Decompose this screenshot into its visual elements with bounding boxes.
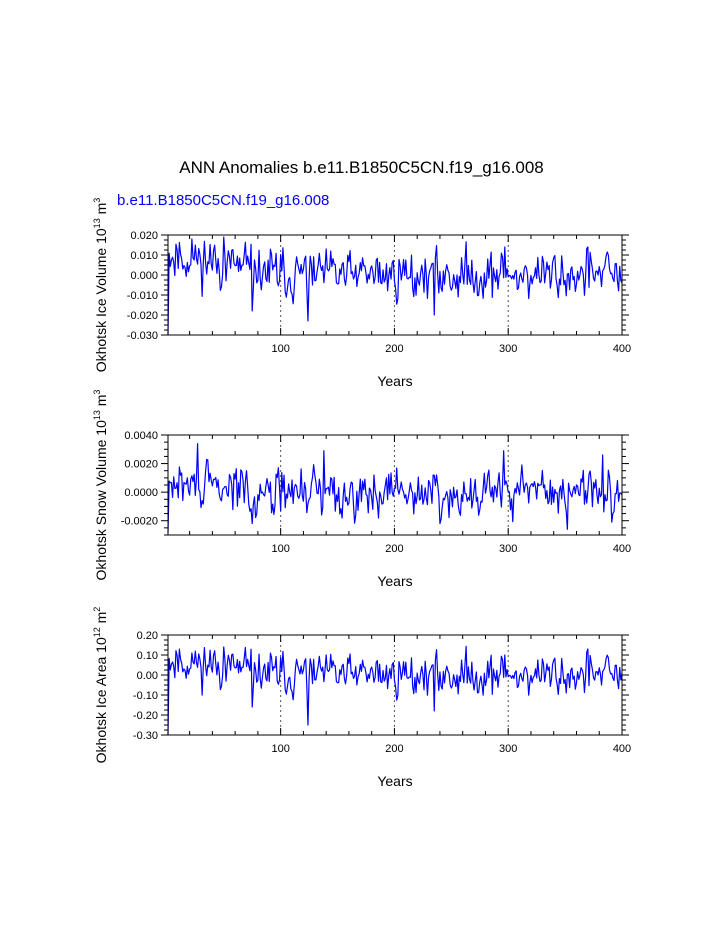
y-tick-label: 0.0040 [124, 430, 158, 442]
y-tick-label: 0.00 [137, 670, 158, 682]
x-tick-label: 300 [499, 743, 517, 755]
y-axis-title: Okhotsk Snow Volume 1013 m3 [92, 390, 109, 581]
y-axis-title-superscript: 3 [92, 198, 102, 203]
y-axis-title: Okhotsk Ice Volume 1013 m3 [92, 198, 109, 373]
figure-title: ANN Anomalies b.e11.B1850C5CN.f19_g16.00… [179, 158, 543, 177]
series-line-ice-volume [167, 236, 623, 336]
y-axis-title-text: Okhotsk Ice Area 10 [93, 637, 109, 763]
y-tick-label: 0.0000 [124, 487, 158, 499]
y-axis-title-superscript: 12 [92, 627, 102, 637]
y-tick-label: 0.10 [137, 650, 158, 662]
y-tick-label: 0.20 [137, 630, 158, 642]
x-tick-label: 100 [271, 343, 289, 355]
panel-snow-volume: 100 200 300 400 -0.0020 0.0000 0.0020 0.0040 Yea… [92, 390, 631, 589]
y-tick-label: -0.010 [127, 290, 158, 302]
y-tick-label: 0.000 [130, 270, 158, 282]
x-tick-label: 100 [271, 543, 289, 555]
x-axis-title: Years [377, 773, 412, 789]
y-axis-title-superscript: 3 [92, 390, 102, 395]
y-axis-title-superscript: 13 [92, 410, 102, 420]
y-tick-label: 0.0020 [124, 459, 158, 471]
y-tick-label: -0.0020 [121, 516, 158, 528]
x-tick-label: 200 [385, 343, 403, 355]
x-tick-label: 400 [613, 743, 631, 755]
x-tick-label: 400 [613, 543, 631, 555]
x-tick-label: 200 [385, 743, 403, 755]
panel-ice-area: 100 200 300 400 -0.30 -0.20 -0.10 0.00 0.10 0.20 Y… [92, 607, 631, 789]
y-tick-label: 0.010 [130, 250, 158, 262]
y-axis-title-text: m [93, 203, 109, 219]
y-tick-label: 0.020 [130, 230, 158, 242]
series-line-snow-volume [167, 442, 623, 533]
y-axis-title: Okhotsk Ice Area 1012 m2 [92, 607, 109, 764]
series-line-ice-area [167, 645, 623, 736]
y-tick-label: -0.10 [133, 690, 158, 702]
y-axis-title-text: Okhotsk Ice Volume 10 [93, 228, 109, 372]
y-axis-title-text: m [93, 395, 109, 411]
x-axis-title: Years [377, 373, 412, 389]
y-axis-title-superscript: 2 [92, 607, 102, 612]
y-tick-label: -0.030 [127, 330, 158, 342]
x-tick-label: 300 [499, 543, 517, 555]
x-tick-label: 200 [385, 543, 403, 555]
chart-panels: 100 200 300 400 -0.030 -0.020 -0.010 0.000 0.010… [92, 198, 631, 789]
x-axis-title: Years [377, 573, 412, 589]
plot-frame [167, 434, 623, 536]
x-tick-label: 400 [613, 343, 631, 355]
figure-subtitle: b.e11.B1850C5CN.f19_g16.008 [117, 192, 329, 209]
y-tick-label: -0.30 [133, 730, 158, 742]
y-axis-title-text: Okhotsk Snow Volume 10 [93, 420, 109, 581]
y-axis-title-text: m [93, 612, 109, 628]
y-axis-title-superscript: 13 [92, 218, 102, 228]
x-tick-label: 100 [271, 743, 289, 755]
y-tick-label: -0.20 [133, 710, 158, 722]
panel-ice-volume: 100 200 300 400 -0.030 -0.020 -0.010 0.000 0.010… [92, 198, 631, 389]
y-tick-label: -0.020 [127, 310, 158, 322]
x-tick-label: 300 [499, 343, 517, 355]
